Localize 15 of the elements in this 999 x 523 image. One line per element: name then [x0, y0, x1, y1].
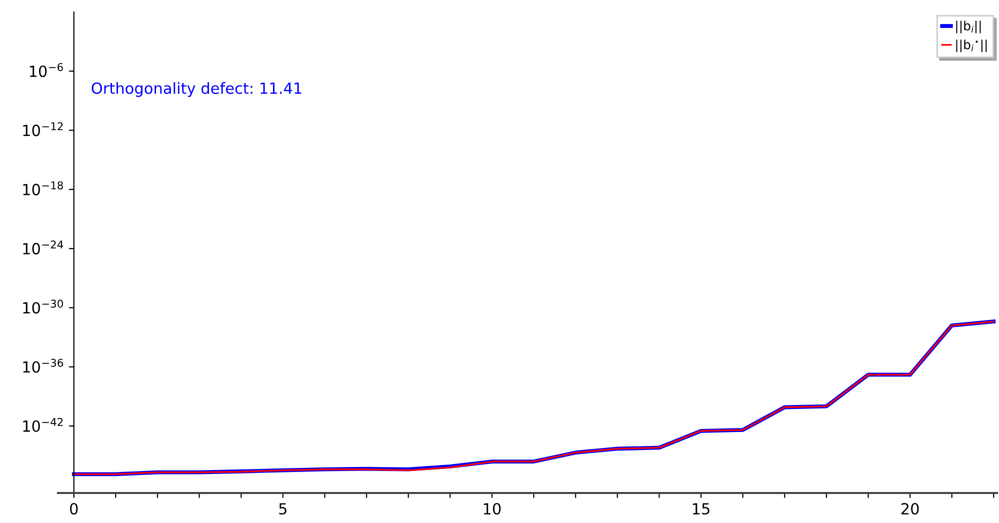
x-tick-label: 5: [279, 503, 286, 515]
y-tick-label: 10$^{−18}$: [23, 181, 63, 196]
annotation: Orthogonality defect: 11.41: [92, 82, 302, 97]
legend-label: ||b$_{i}$$^{⋆}$||: [956, 40, 987, 52]
y-tick-label: 10$^{−12}$: [23, 122, 63, 136]
x-tick-label: 0: [70, 502, 78, 515]
y-tick-label: 10$^{−36}$: [23, 358, 64, 373]
x-tick-label: 10: [484, 502, 501, 515]
legend-label: ||b$_{i}$||: [956, 20, 981, 34]
y-tick-label: 10$^{−6}$: [30, 63, 63, 78]
x-tick-label: 15: [692, 503, 710, 515]
y-tick-label: 10$^{−42}$: [23, 418, 63, 432]
x-tick-label: 20: [901, 502, 919, 515]
y-tick-label: 10$^{−24}$: [23, 240, 64, 254]
y-tick-label: 10$^{−30}$: [23, 300, 63, 314]
